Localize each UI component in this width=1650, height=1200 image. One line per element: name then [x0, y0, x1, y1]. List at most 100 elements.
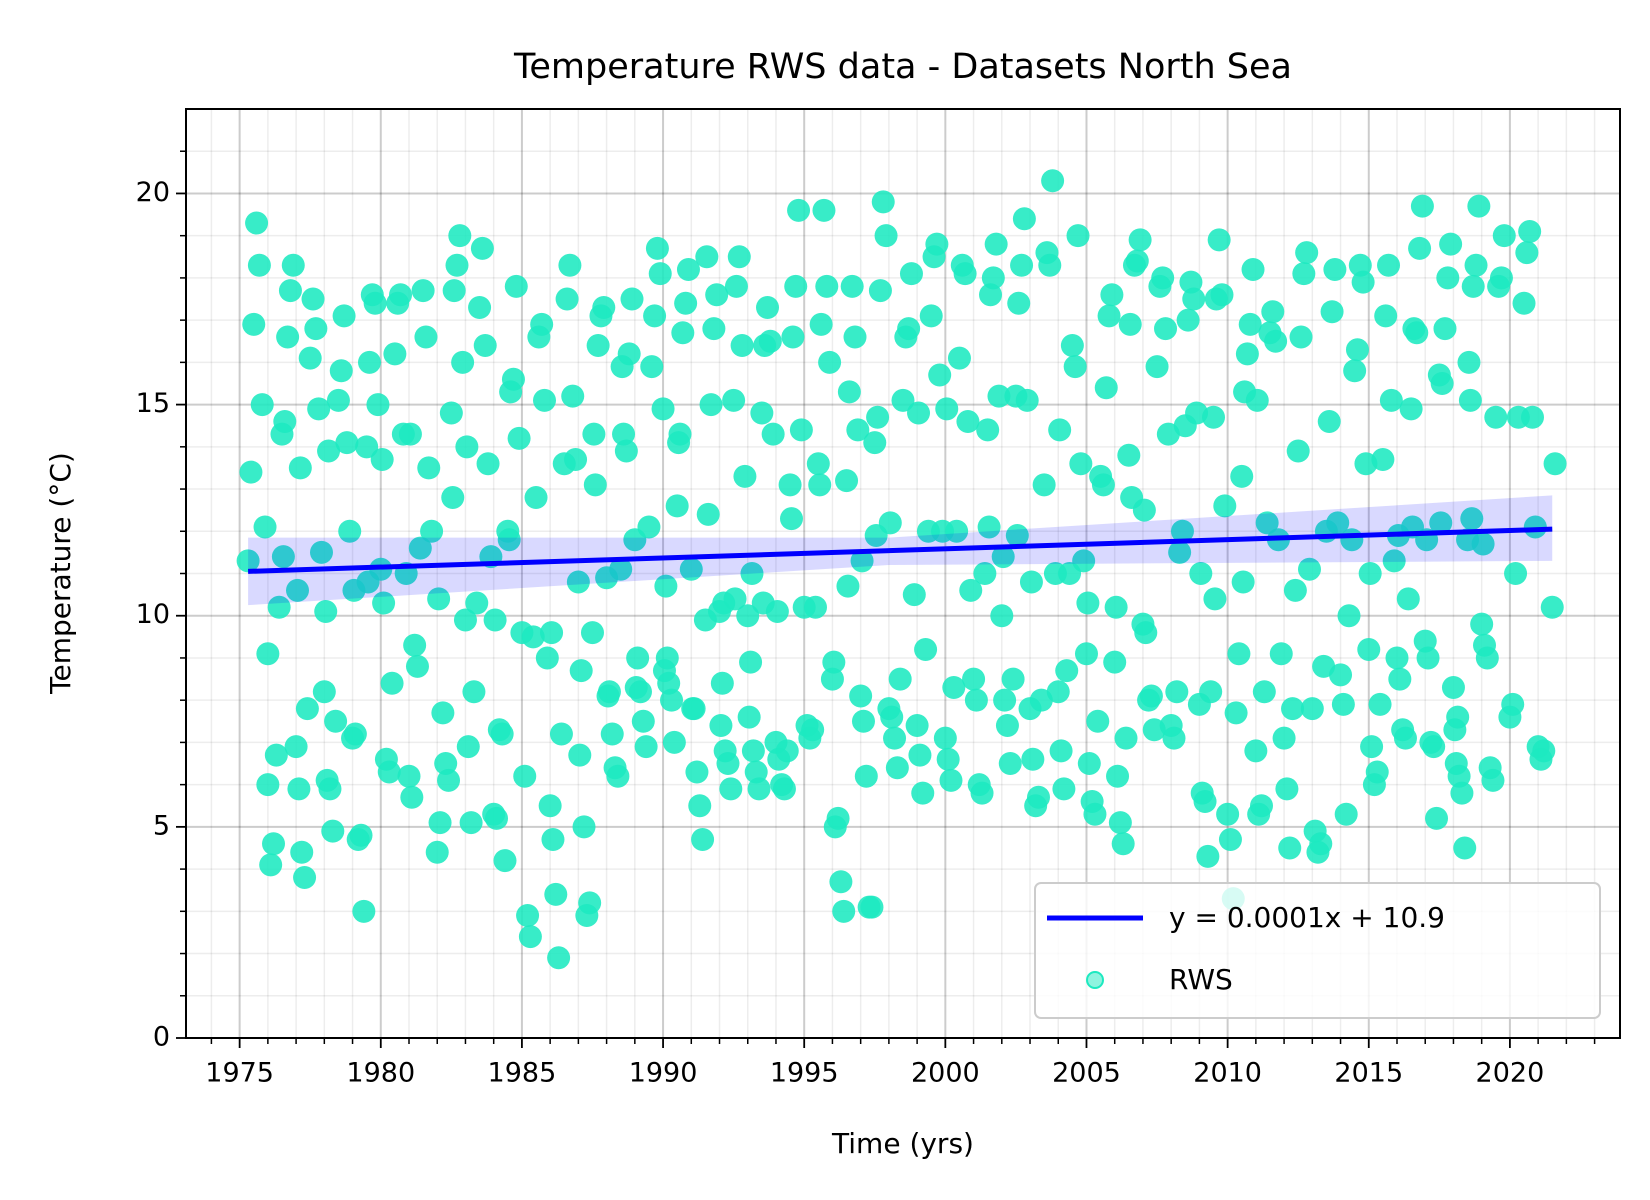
point [1207, 228, 1231, 252]
point [637, 515, 661, 539]
point [803, 595, 827, 619]
point [1515, 241, 1539, 265]
point [1360, 735, 1384, 759]
point [815, 274, 839, 298]
point [1351, 270, 1375, 294]
point [290, 840, 314, 864]
point [959, 578, 983, 602]
point [1218, 828, 1242, 852]
point [1019, 570, 1043, 594]
point [1145, 355, 1169, 379]
point [1049, 739, 1073, 763]
point [1385, 646, 1409, 670]
point [1252, 680, 1276, 704]
point [727, 245, 751, 269]
point [1382, 549, 1406, 573]
point [524, 485, 548, 509]
point [250, 393, 274, 417]
point [1300, 697, 1324, 721]
point [442, 279, 466, 303]
point [1196, 844, 1220, 868]
point [1283, 578, 1307, 602]
point [1179, 270, 1203, 294]
point [352, 899, 376, 923]
point [1134, 621, 1158, 645]
point [747, 777, 771, 801]
point [987, 384, 1011, 408]
point [945, 519, 969, 543]
point [716, 752, 740, 776]
point [695, 245, 719, 269]
point [851, 709, 875, 733]
point [1029, 688, 1053, 712]
point [485, 806, 509, 830]
point [434, 752, 458, 776]
legend-label: y = 0.0001x + 10.9 [1169, 901, 1445, 934]
point [377, 760, 401, 784]
point [414, 325, 438, 349]
point [998, 752, 1022, 776]
point [253, 515, 277, 539]
point [696, 502, 720, 526]
point [533, 388, 556, 412]
point [756, 295, 780, 319]
point [516, 904, 540, 928]
point [645, 236, 669, 260]
point [750, 401, 774, 425]
point [1168, 540, 1192, 564]
point [1461, 274, 1485, 298]
point [1038, 253, 1062, 277]
point [425, 840, 449, 864]
point [835, 469, 859, 493]
point [1111, 832, 1135, 856]
point [723, 587, 747, 611]
point [278, 279, 302, 303]
point [1501, 692, 1525, 716]
point [535, 646, 559, 670]
point [431, 701, 455, 725]
point [318, 777, 342, 801]
point [739, 650, 763, 674]
point [1518, 219, 1542, 243]
point [1425, 806, 1449, 830]
point [614, 439, 638, 463]
point [1320, 300, 1344, 324]
point [741, 739, 765, 763]
point [860, 895, 884, 919]
point [849, 684, 873, 708]
point [420, 519, 444, 543]
y-tick-label: 20 [136, 177, 170, 208]
point [1015, 388, 1039, 412]
point [846, 418, 870, 442]
point [880, 705, 904, 729]
point [854, 764, 878, 788]
point [403, 633, 427, 657]
point [919, 304, 943, 328]
legend-label: RWS [1169, 963, 1233, 996]
point [640, 355, 664, 379]
point [1238, 312, 1262, 336]
point [784, 274, 808, 298]
point [380, 671, 404, 695]
point [1132, 498, 1156, 522]
point [547, 946, 571, 970]
point [902, 583, 926, 607]
point [936, 747, 960, 771]
point [928, 363, 952, 387]
point [281, 253, 305, 277]
point [761, 422, 785, 446]
point [765, 600, 789, 624]
point [1010, 253, 1034, 277]
point [1292, 262, 1316, 286]
point [264, 743, 288, 767]
point [317, 439, 341, 463]
point [555, 287, 579, 311]
point [1125, 249, 1149, 273]
point [1151, 266, 1175, 290]
point [1118, 312, 1142, 336]
point [507, 426, 531, 450]
plot-frame [185, 108, 1621, 1039]
point [572, 815, 596, 839]
point [709, 714, 733, 738]
point [610, 355, 634, 379]
